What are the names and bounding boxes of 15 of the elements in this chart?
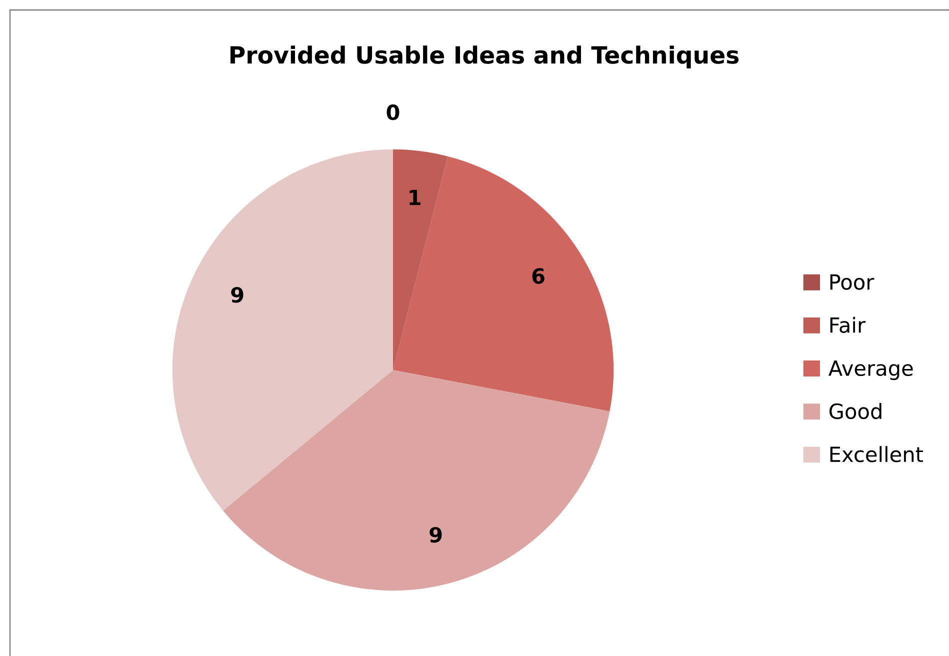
pie-slice (172, 149, 393, 511)
legend-label: Excellent (830, 446, 923, 462)
legend-label: Average (828, 360, 913, 380)
pie-slice (393, 149, 448, 370)
text: 0 (386, 104, 400, 120)
data-label: 6 (532, 268, 544, 284)
legend-label: Fair (830, 316, 866, 333)
data-label: 1 (410, 190, 420, 206)
chart-title: Provided Usable Ideas and Techniques (230, 46, 739, 68)
pie-slice (393, 156, 614, 412)
pie-slice (223, 370, 610, 591)
legend-label: Poor (830, 274, 874, 290)
data-label: 9 (231, 287, 244, 303)
data-label: 9 (430, 526, 442, 543)
legend-label: Good (830, 403, 882, 420)
